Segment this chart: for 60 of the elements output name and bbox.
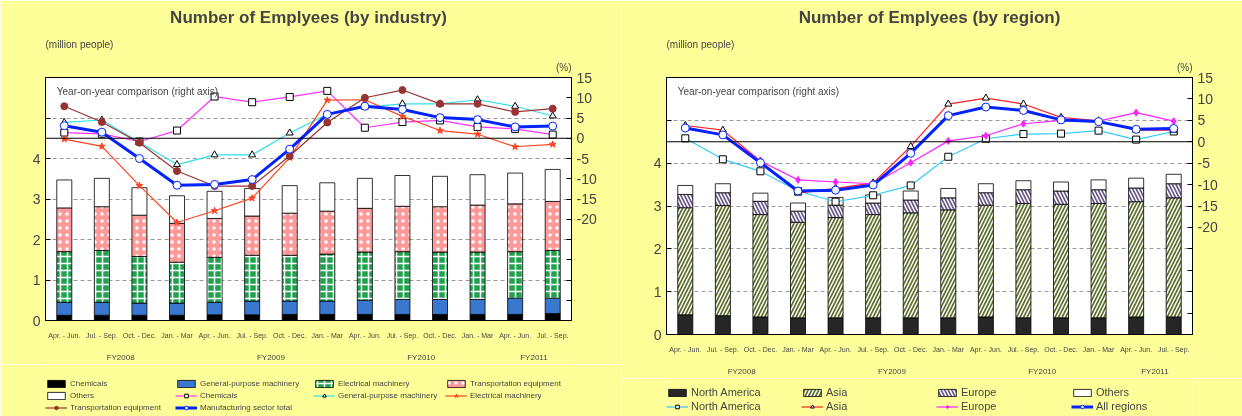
text: FY2009 (256, 352, 286, 362)
y2-tick-label: 15 (1197, 69, 1214, 86)
legend-label: Asia (826, 400, 848, 412)
legend-label: North America (691, 400, 761, 412)
y-tick-label: 0 (653, 326, 662, 343)
y2-tick-label: -15 (1197, 198, 1218, 214)
legend-label: Electrical machinery (338, 378, 410, 388)
y2-tick-label: 5 (1197, 112, 1206, 129)
y2-tick-label: -20 (1197, 219, 1218, 236)
y-axis-title: (million people) (666, 38, 735, 50)
text: FY2011 (1141, 366, 1170, 376)
y2-tick-label: 15 (576, 69, 593, 86)
y2-tick-label: -5 (1197, 155, 1211, 172)
text: FY2009 (877, 366, 907, 376)
legend-label: Manufacturing sector total (200, 402, 293, 412)
y-tick-label: 1 (653, 283, 662, 300)
legend-label: Others (1096, 386, 1130, 398)
text: FY2010 (407, 352, 436, 362)
legend-label: General-purpose machinery (338, 390, 438, 400)
y-tick-label: 1 (32, 272, 41, 288)
legend-label: General-purpose machinery (200, 378, 300, 388)
y-tick-label: 0 (32, 312, 41, 329)
y-tick-label: 4 (32, 150, 41, 167)
y2-axis-title: (%) (1176, 61, 1193, 73)
legend-label: Asia (826, 386, 848, 398)
chart-title: Number of Emplyees (by industry) (170, 7, 447, 27)
text: FY2011 (520, 352, 549, 362)
text: FY2008 (727, 366, 757, 376)
y-tick-label: 4 (653, 155, 662, 172)
y2-tick-label: 5 (576, 110, 585, 126)
legend-label: Chemicals (70, 378, 108, 388)
legend-label: Electrical machinery (470, 390, 542, 400)
legend-label: Transportation equipment (470, 378, 561, 388)
legend-label: Others (70, 390, 95, 400)
text: FY2008 (106, 352, 136, 362)
legend-label: All regions (1096, 400, 1148, 412)
y-axis-title: (million people) (45, 38, 114, 50)
legend-label: Europe (961, 386, 997, 398)
y2-tick-label: 0 (576, 130, 585, 147)
y2-tick-label: -5 (576, 150, 590, 167)
y2-tick-label: -15 (576, 191, 597, 207)
chart-title: Number of Emplyees (by region) (798, 7, 1061, 27)
annotation: Year-on-year comparison (right axis) (56, 85, 219, 97)
y-tick-label: 3 (653, 198, 662, 214)
annotation: Year-on-year comparison (right axis) (677, 85, 840, 97)
legend-label: Chemicals (200, 390, 238, 400)
y-tick-label: 3 (32, 191, 41, 207)
y2-tick-label: 0 (1197, 133, 1206, 150)
y2-tick-label: 10 (1197, 90, 1214, 107)
legend-label: Transportation equipment (70, 402, 161, 412)
legend-label: North America (691, 386, 761, 398)
legend-label: Europe (961, 400, 997, 412)
y2-axis-title: (%) (555, 61, 572, 73)
y2-tick-label: -10 (1197, 176, 1218, 193)
y2-tick-label: -20 (576, 211, 597, 228)
y2-tick-label: 10 (576, 89, 593, 106)
y2-tick-label: -10 (576, 170, 597, 187)
text: FY2010 (1028, 366, 1057, 376)
y-tick-label: 2 (653, 240, 662, 257)
y-tick-label: 2 (32, 231, 41, 248)
